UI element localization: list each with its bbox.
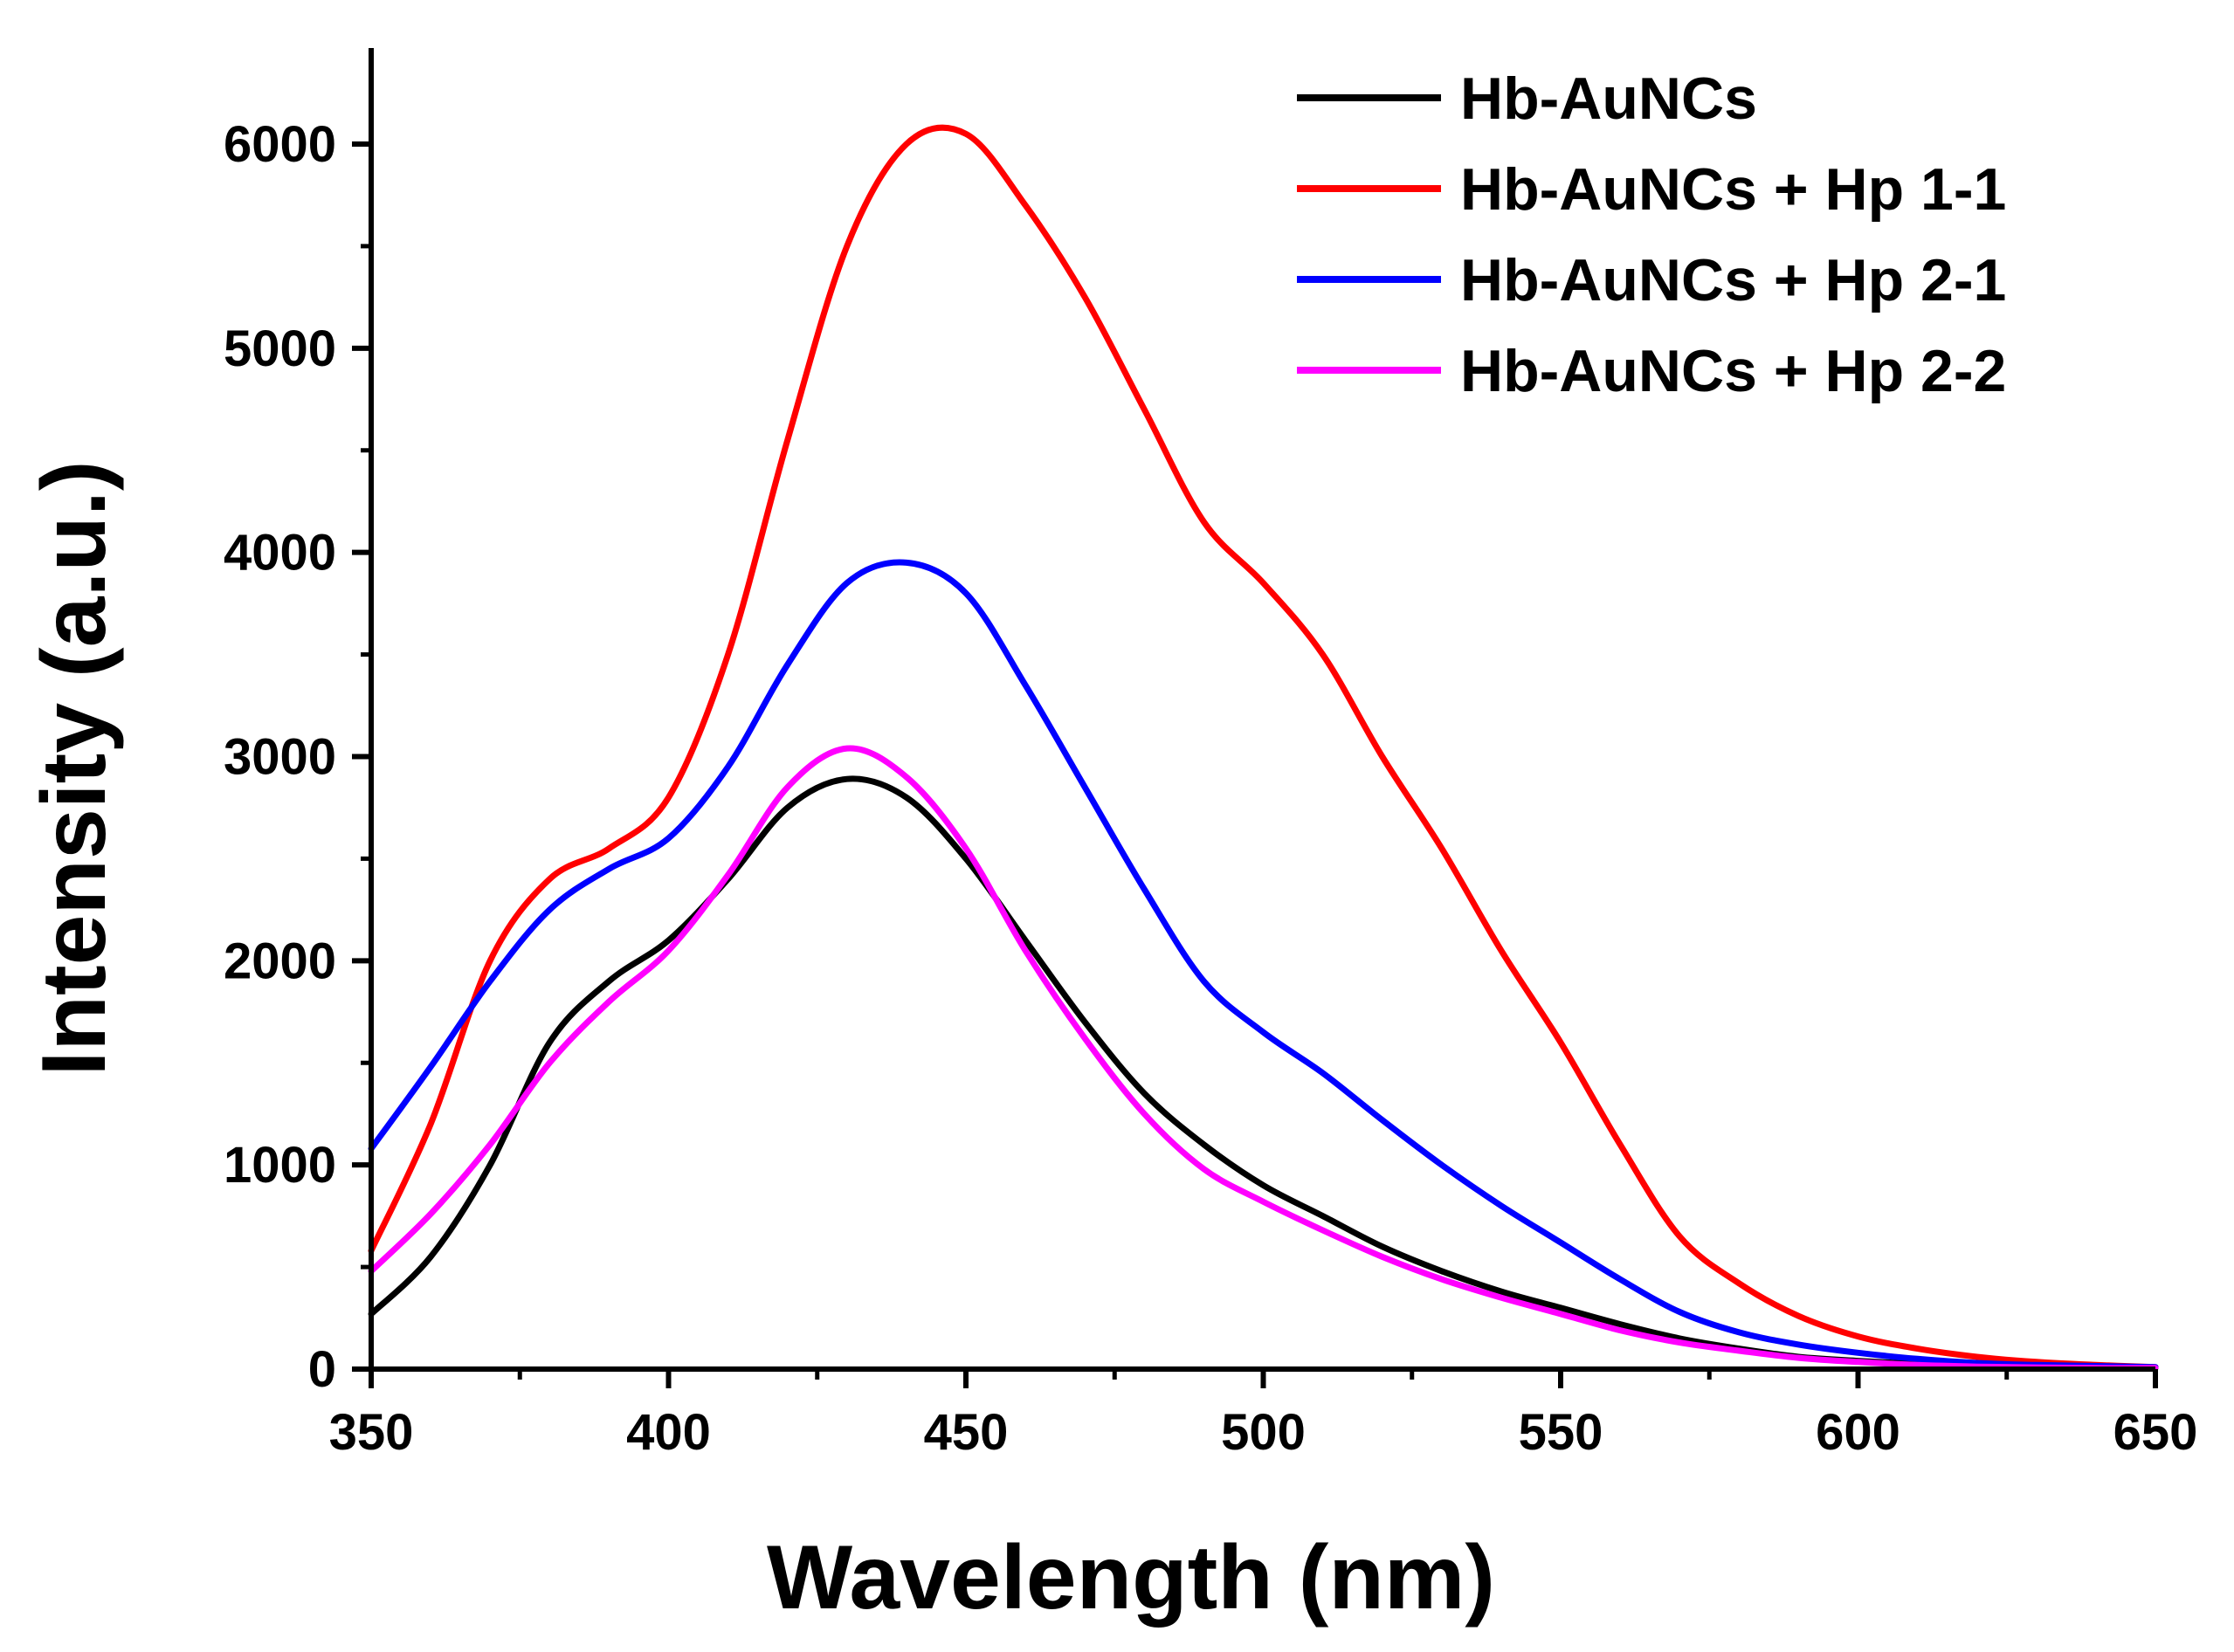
y-tick-label: 2000 bbox=[224, 933, 336, 989]
series-line-2 bbox=[368, 124, 2159, 1371]
x-tick-label: 400 bbox=[626, 1404, 711, 1461]
y-tick-label: 4000 bbox=[224, 525, 336, 582]
series-line-4 bbox=[368, 745, 2159, 1372]
legend-label-3: Hb-AuNCs + Hp 2-1 bbox=[1460, 247, 2006, 313]
x-tick-label: 600 bbox=[1816, 1404, 1900, 1461]
series-line-3 bbox=[368, 559, 2159, 1371]
y-tick-label: 3000 bbox=[224, 729, 336, 786]
y-tick-label: 5000 bbox=[224, 320, 336, 377]
x-tick-label: 500 bbox=[1221, 1404, 1306, 1461]
y-tick-label: 6000 bbox=[224, 116, 336, 173]
x-axis-title: Wavelength (nm) bbox=[767, 1527, 1495, 1628]
x-tick-label: 650 bbox=[2113, 1404, 2198, 1461]
legend-label-2: Hb-AuNCs + Hp 1-1 bbox=[1460, 156, 2006, 223]
y-tick-label: 0 bbox=[308, 1341, 336, 1398]
legend: Hb-AuNCs Hb-AuNCs + Hp 1-1 Hb-AuNCs + Hp 2… bbox=[1297, 65, 2006, 404]
legend-label-1: Hb-AuNCs bbox=[1460, 65, 1757, 132]
legend-label-4: Hb-AuNCs + Hp 2-2 bbox=[1460, 338, 2006, 404]
x-tick-label: 450 bbox=[924, 1404, 1009, 1461]
y-tick-label: 1000 bbox=[224, 1137, 336, 1194]
y-axis-title: Intensity (a.u.) bbox=[24, 461, 125, 1077]
axes-layer: 350 400 450 500 550 600 650 0 1000 2000 3000 4000 50… bbox=[224, 48, 2197, 1461]
x-tick-label: 550 bbox=[1519, 1404, 1603, 1461]
x-tick-label: 350 bbox=[329, 1404, 414, 1461]
series-layer bbox=[368, 124, 2159, 1372]
